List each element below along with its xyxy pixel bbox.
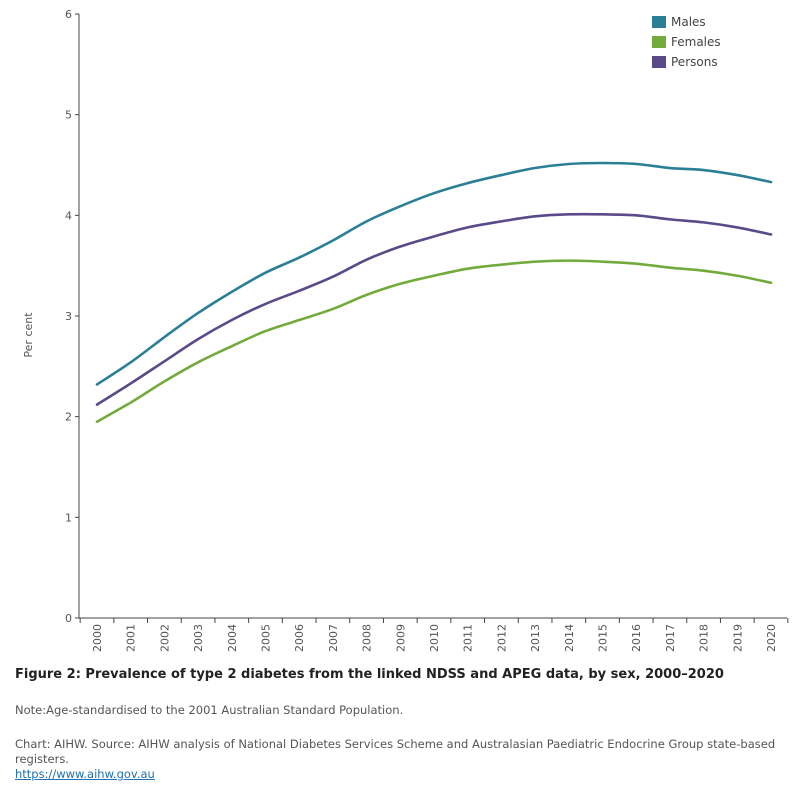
x-tick-label: 2019 [731, 624, 744, 652]
series-line-females [95, 259, 773, 423]
y-axis-title: Per cent [22, 312, 35, 358]
y-tick-label: 2 [65, 411, 72, 424]
x-tick-label: 2013 [529, 624, 542, 652]
x-tick-label: 2007 [327, 624, 340, 652]
x-tick-label: 2008 [361, 624, 374, 652]
y-tick-label: 4 [65, 209, 72, 222]
x-tick-label: 2003 [192, 624, 205, 652]
figure-source: Chart: AIHW. Source: AIHW analysis of Na… [15, 737, 785, 782]
source-text: Chart: AIHW. Source: AIHW analysis of Na… [15, 737, 776, 766]
legend-swatch-females [652, 36, 666, 48]
legend-label-persons: Persons [671, 55, 718, 69]
x-tick-label: 2002 [158, 624, 171, 652]
legend-swatch-males [652, 16, 666, 28]
x-tick-label: 2009 [394, 624, 407, 652]
x-tick-label: 2016 [630, 624, 643, 652]
x-tick-label: 2005 [260, 624, 273, 652]
y-tick-label: 0 [65, 612, 72, 625]
y-tick-label: 5 [65, 109, 72, 122]
x-tick-label: 2018 [698, 624, 711, 652]
series-line-males [95, 161, 773, 386]
x-tick-label: 2006 [293, 624, 306, 652]
x-tick-label: 2010 [428, 624, 441, 652]
x-tick-label: 2000 [91, 624, 104, 652]
legend-label-males: Males [671, 15, 706, 29]
figure-note: Note:Age-standardised to the 2001 Austra… [15, 703, 404, 717]
y-tick-label: 6 [65, 8, 72, 21]
x-tick-label: 2015 [597, 624, 610, 652]
axes: 0 1 2 3 4 5 6 2000 2001 2002 2003 2004 2005 2006 2007 2… [22, 8, 789, 652]
y-tick-label: 1 [65, 511, 72, 524]
y-tick-label: 3 [65, 310, 72, 323]
x-tick-label: 2004 [226, 624, 239, 652]
x-tick-label: 2012 [495, 624, 508, 652]
x-tick-label: 2014 [563, 624, 576, 652]
legend-label-females: Females [671, 35, 721, 49]
series-lines [95, 161, 773, 423]
source-link[interactable]: https://www.aihw.gov.au [15, 767, 155, 781]
legend-swatch-persons [652, 56, 666, 68]
x-tick-label: 2011 [462, 624, 475, 652]
legend: Males Females Persons [652, 15, 721, 69]
figure-title: Figure 2: Prevalence of type 2 diabetes … [15, 667, 724, 682]
x-tick-label: 2020 [765, 624, 778, 652]
chart: 0 1 2 3 4 5 6 2000 2001 2002 2003 2004 2005 2006 2007 2… [22, 8, 789, 652]
x-tick-label: 2001 [125, 624, 138, 652]
series-line-persons [95, 212, 773, 406]
x-tick-label: 2017 [664, 624, 677, 652]
